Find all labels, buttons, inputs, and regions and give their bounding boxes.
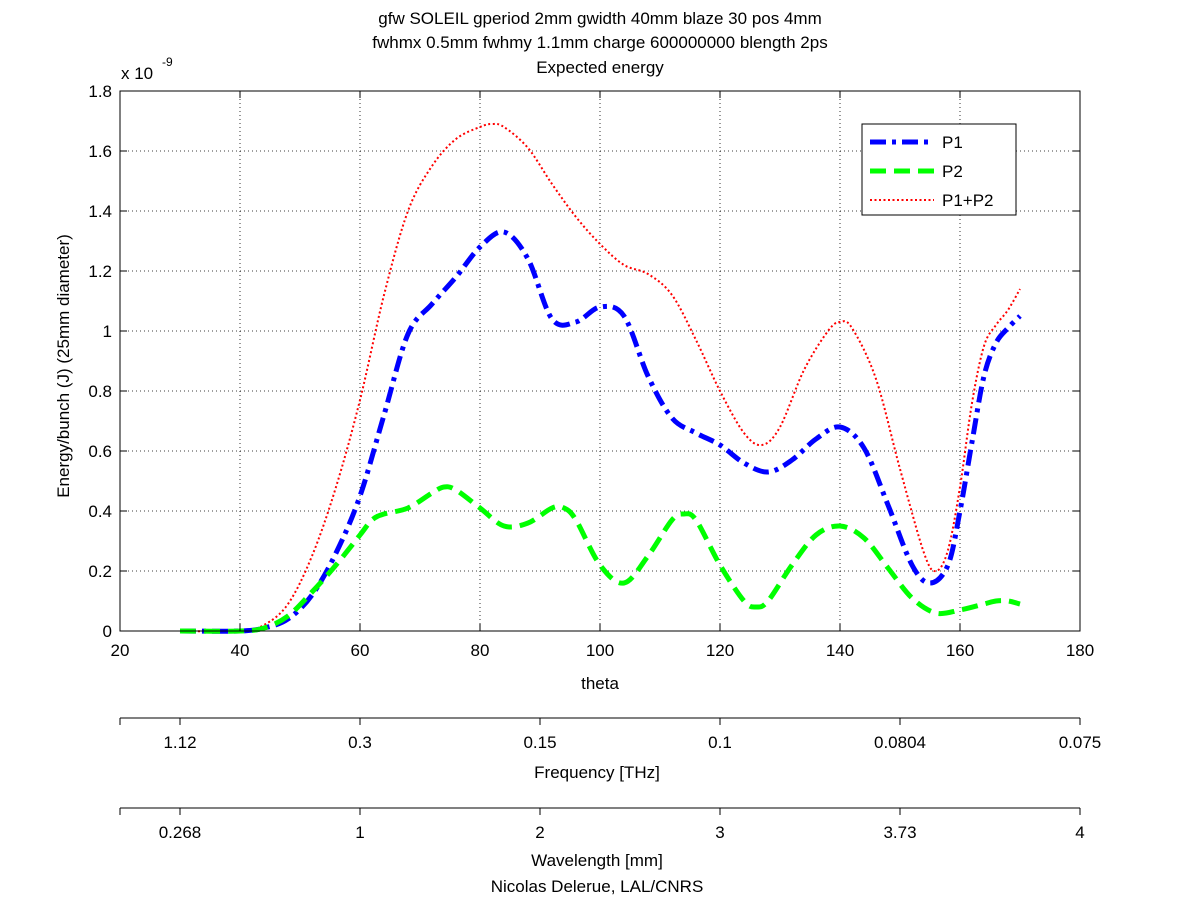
x-tick-label: 100 xyxy=(586,641,614,660)
frequency-tick-label: 0.1 xyxy=(708,733,732,752)
x-tick-labels: 20 40 60 80 100 120 140 160 180 xyxy=(111,641,1095,660)
footer-credit: Nicolas Delerue, LAL/CNRS xyxy=(491,877,704,896)
series-line-p2 xyxy=(179,484,1021,634)
wavelength-tick-label: 3 xyxy=(715,823,724,842)
x-axis-label: theta xyxy=(581,674,619,693)
x-tick-label: 60 xyxy=(351,641,370,660)
x-tick-label: 180 xyxy=(1066,641,1094,660)
y-tick-label: 0 xyxy=(103,622,112,641)
legend: P1 P2 P1+P2 xyxy=(861,123,1017,216)
wavelength-tick-label: 3.73 xyxy=(883,823,916,842)
x-tick-label: 80 xyxy=(471,641,490,660)
secondary-axes: 1.12 0.3 0.15 0.1 0.0804 0.075 0.268 1 2 3 3.73 4 xyxy=(119,717,1102,842)
y-tick-label: 0.4 xyxy=(88,502,112,521)
frequency-axis-label: Frequency [THz] xyxy=(534,763,660,782)
y-exponent-label: x 10 xyxy=(121,64,153,83)
wavelength-axis-label: Wavelength [mm] xyxy=(531,851,663,870)
x-tick-label: 20 xyxy=(111,641,130,660)
frequency-tick-label: 0.075 xyxy=(1059,733,1102,752)
y-exponent-power: -9 xyxy=(162,55,173,69)
wavelength-tick-label: 2 xyxy=(535,823,544,842)
y-tick-label: 1.2 xyxy=(88,262,112,281)
x-tick-label: 40 xyxy=(231,641,250,660)
legend-box xyxy=(861,123,1017,216)
frequency-tick-label: 1.12 xyxy=(163,733,196,752)
series-line-p1 xyxy=(179,229,1022,634)
series-line-p1-plus-p2 xyxy=(179,122,1021,633)
x-tick-label: 120 xyxy=(706,641,734,660)
wavelength-tick-label: 0.268 xyxy=(159,823,202,842)
chart-title-line-3: Expected energy xyxy=(536,58,664,77)
y-tick-label: 1.4 xyxy=(88,202,112,221)
y-axis-label: Energy/bunch (J) (25mm diameter) xyxy=(54,234,73,498)
series-layer xyxy=(179,122,1022,634)
chart-title-line-2: fwhmx 0.5mm fwhmy 1.1mm charge 600000000… xyxy=(372,33,827,52)
x-tick-label: 140 xyxy=(826,641,854,660)
legend-label-p1-plus-p2: P1+P2 xyxy=(942,191,994,210)
frequency-tick-label: 0.0804 xyxy=(874,733,926,752)
y-tick-label: 0.8 xyxy=(88,382,112,401)
y-tick-label: 0.6 xyxy=(88,442,112,461)
y-tick-label: 1 xyxy=(103,322,112,341)
y-tick-label: 0.2 xyxy=(88,562,112,581)
x-tick-label: 160 xyxy=(946,641,974,660)
y-tick-label: 1.8 xyxy=(88,82,112,101)
legend-label-p2: P2 xyxy=(942,162,963,181)
frequency-tick-label: 0.15 xyxy=(523,733,556,752)
legend-label-p1: P1 xyxy=(942,133,963,152)
axis-ticks xyxy=(119,90,1081,632)
y-tick-labels: 0 0.2 0.4 0.6 0.8 1 1.2 1.4 1.6 1.8 xyxy=(88,82,112,641)
frequency-tick-label: 0.3 xyxy=(348,733,372,752)
wavelength-tick-label: 1 xyxy=(355,823,364,842)
y-tick-label: 1.6 xyxy=(88,142,112,161)
wavelength-tick-label: 4 xyxy=(1075,823,1084,842)
chart-title-line-1: gfw SOLEIL gperiod 2mm gwidth 40mm blaze… xyxy=(378,9,821,28)
